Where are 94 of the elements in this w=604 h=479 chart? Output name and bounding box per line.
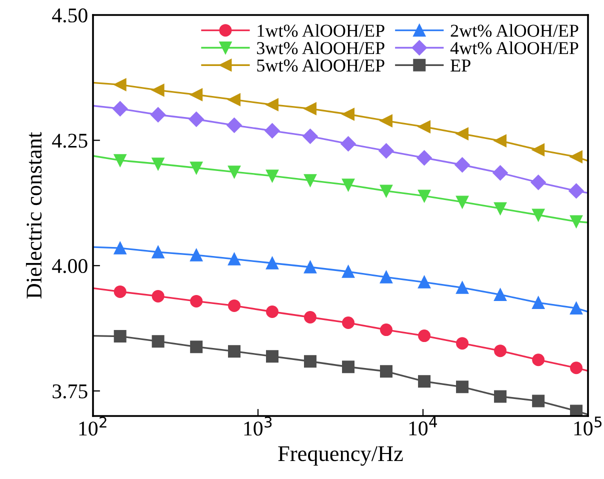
point: [228, 93, 241, 106]
y-tick-label: 4.50: [52, 8, 88, 23]
point: [302, 128, 318, 144]
point: [266, 305, 278, 318]
point: [532, 394, 545, 408]
point: [570, 302, 583, 314]
point: [380, 114, 392, 128]
point: [228, 166, 241, 178]
point: [530, 174, 546, 190]
point: [570, 362, 583, 374]
point: [266, 170, 278, 182]
point: [532, 296, 545, 309]
point: [378, 143, 394, 158]
point: [456, 380, 469, 394]
point: [114, 154, 126, 167]
point: [304, 311, 316, 324]
point: [152, 158, 164, 170]
x-tick-label: 10$^{3}$: [244, 416, 272, 436]
point: [570, 150, 583, 164]
point: [264, 123, 280, 138]
y-tick-label: 4.25: [52, 134, 88, 148]
point: [380, 270, 392, 284]
point: [342, 265, 355, 278]
point: [228, 299, 241, 312]
point: [456, 281, 469, 294]
point: [380, 324, 392, 336]
point: [190, 294, 203, 308]
point: [190, 248, 203, 262]
point: [532, 354, 545, 366]
point: [494, 390, 507, 403]
point: [188, 112, 204, 127]
point: [112, 101, 128, 116]
point: [266, 256, 278, 270]
point: [190, 88, 203, 101]
point: [494, 202, 507, 215]
y-axis-title: Dielectric constant: [26, 132, 42, 298]
point: [190, 340, 203, 354]
point: [380, 184, 392, 198]
point: [418, 330, 431, 342]
point: [456, 337, 469, 350]
point: [304, 102, 316, 115]
point: [304, 355, 316, 368]
point: [228, 345, 241, 358]
legend-label: 2wt% AlOOH/EP: [450, 24, 578, 37]
point: [454, 157, 470, 172]
point: [152, 335, 164, 348]
x-axis-title: Frequency/Hz: [278, 446, 403, 466]
point: [418, 375, 431, 388]
point: [494, 134, 507, 148]
legend-label: 4wt% AlOOH/EP: [450, 42, 578, 54]
point: [342, 316, 355, 330]
point: [570, 215, 583, 228]
legend-label: 5wt% AlOOH/EP: [257, 58, 384, 72]
y-tick-label: 3.75: [52, 384, 88, 398]
legend-label: EP: [450, 60, 470, 72]
point: [456, 196, 469, 208]
point: [304, 174, 316, 187]
point: [494, 344, 507, 358]
x-tick-label: 10$^{4}$: [409, 416, 437, 436]
point: [190, 162, 203, 174]
point: [418, 120, 431, 134]
point: [150, 107, 166, 122]
x-tick-label: 10$^{5}$: [574, 416, 602, 436]
point: [418, 276, 431, 288]
point: [418, 190, 431, 202]
point: [340, 136, 356, 152]
point: [532, 144, 545, 156]
point: [342, 108, 355, 120]
point: [226, 118, 242, 133]
point: [114, 242, 126, 254]
point: [494, 288, 507, 301]
point: [342, 360, 355, 374]
point: [228, 252, 241, 266]
point: [456, 128, 469, 140]
point: [532, 208, 545, 222]
point: [568, 183, 584, 199]
point: [266, 350, 278, 363]
point: [152, 246, 164, 258]
point: [342, 178, 355, 192]
point: [570, 404, 583, 416]
point: [114, 78, 126, 91]
point: [266, 98, 278, 111]
point: [152, 84, 164, 96]
legend-label: 3wt% AlOOH/EP: [257, 42, 384, 54]
legend-label: 1wt% AlOOH/EP: [258, 24, 384, 37]
y-tick-label: 4.00: [52, 259, 88, 274]
point: [114, 285, 126, 298]
x-tick-label: 10$^{2}$: [79, 416, 106, 436]
point: [380, 365, 392, 378]
point: [114, 330, 126, 343]
point: [152, 290, 164, 302]
point: [492, 165, 508, 180]
point: [304, 260, 316, 274]
point: [416, 150, 432, 166]
